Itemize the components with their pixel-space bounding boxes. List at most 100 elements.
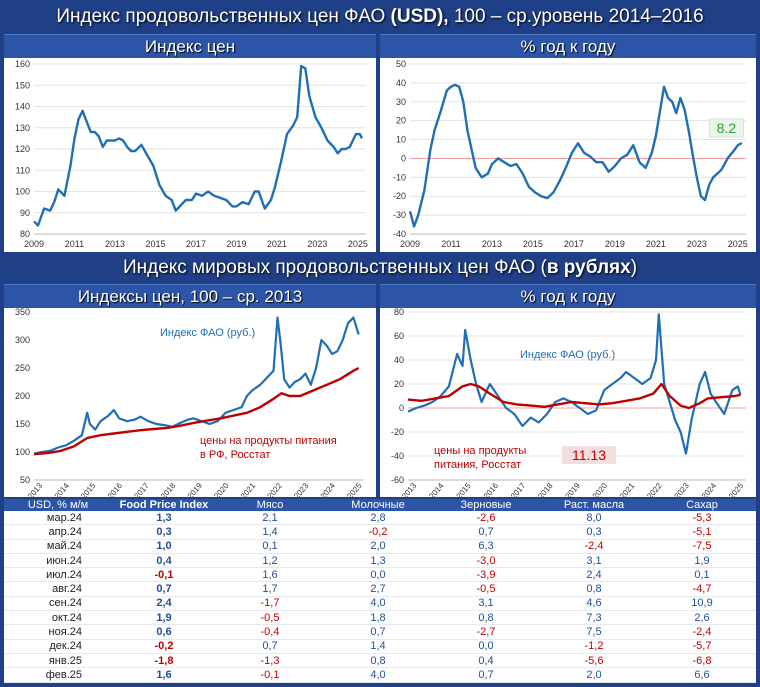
table-cell: 4,6 xyxy=(540,596,648,612)
column-header: Зерновые xyxy=(432,499,540,511)
x-tick-label: 2024 xyxy=(700,481,719,497)
table-cell: 0,7 xyxy=(112,581,216,597)
x-tick-label: 2021 xyxy=(267,239,287,249)
table-row: июн.24 0,4 1,2 1,3 -3,0 3,1 1,9 xyxy=(4,553,756,569)
x-tick-label: 2017 xyxy=(564,239,584,249)
y-tick-label: 20 xyxy=(394,379,404,389)
chart3-title: Индексы цен, 100 – ср. 2013 xyxy=(4,284,376,310)
table-cell: 4,0 xyxy=(324,596,432,612)
table-cell: -4,7 xyxy=(648,581,756,597)
table-cell: 0,6 xyxy=(112,624,216,640)
y-tick-label: 20 xyxy=(396,116,406,126)
table-row: ноя.24 0,6 -0,4 0,7 -2,7 7,5 -2,4 xyxy=(4,624,756,640)
column-header: Food Price Index xyxy=(112,499,216,511)
x-tick-label: 2013 xyxy=(105,239,125,249)
y-tick-label: 250 xyxy=(15,363,30,373)
section2-title-bold: в рублях xyxy=(546,257,631,278)
table-cell: 0,0 xyxy=(324,567,432,583)
row-month-label: фев.25 xyxy=(4,667,112,683)
series-line-main xyxy=(33,64,364,227)
series-label: Индекс ФАО (руб.) xyxy=(520,349,615,361)
series-label: цены на продукты питания в РФ, Росстат xyxy=(200,435,337,461)
x-tick-label: 2022 xyxy=(645,481,664,497)
row-month-label: июл.24 xyxy=(4,567,112,583)
x-tick-label: 2018 xyxy=(536,481,555,497)
row-month-label: авг.24 xyxy=(4,581,112,597)
table-row: янв.25 -1,8 -1,3 0,8 0,4 -5,6 -6,8 xyxy=(4,653,756,669)
chart-usd-index: 80 90 100 110 120 130 140 150 160 2009 2011 2013 201… xyxy=(15,59,368,249)
y-tick-label: 50 xyxy=(396,59,406,69)
main-title-prefix: Индекс продовольственных цен ФАО xyxy=(56,6,391,27)
x-tick-label: 2025 xyxy=(345,481,364,497)
y-tick-label: 30 xyxy=(396,97,406,107)
table-row: апр.24 0,3 1,4 -0,2 0,7 0,3 -5,1 xyxy=(4,524,756,540)
table-row: сен.24 2,4 -1,7 4,0 3,1 4,6 10,9 xyxy=(4,596,756,612)
y-tick-label: 150 xyxy=(15,419,30,429)
table-cell: 7,5 xyxy=(540,624,648,640)
x-tick-label: 2013 xyxy=(482,239,502,249)
table-cell: 3,1 xyxy=(432,596,540,612)
table-cell: 0,8 xyxy=(432,610,540,626)
x-tick-label: 2021 xyxy=(618,481,637,497)
series-line-цены xyxy=(407,382,741,410)
table-cell: -0,2 xyxy=(324,524,432,540)
table-cell: -5,6 xyxy=(540,653,648,669)
x-tick-label: 2017 xyxy=(132,481,151,497)
table-cell: 2,0 xyxy=(324,539,432,554)
chart-usd-index-panel: 80 90 100 110 120 130 140 150 160 2009 2011 2013 201… xyxy=(4,58,376,252)
y-tick-label: 40 xyxy=(394,355,404,365)
chart1-title: Индекс цен xyxy=(4,34,376,60)
table-cell: -1,7 xyxy=(216,596,324,612)
y-tick-label: 40 xyxy=(396,78,406,88)
x-tick-label: 2015 xyxy=(145,239,165,249)
table-cell: -6,8 xyxy=(648,653,756,669)
row-month-label: окт.24 xyxy=(4,610,112,626)
table-cell: 1,3 xyxy=(324,553,432,569)
y-tick-label: 130 xyxy=(15,123,30,133)
chart2-title: % год к году xyxy=(380,34,756,60)
section2-title: Индекс мировых продовольственных цен ФАО… xyxy=(0,254,760,282)
y-tick-label: 140 xyxy=(15,102,30,112)
table-cell: -2,7 xyxy=(432,624,540,640)
column-header: Раст. масла xyxy=(540,499,648,511)
table-cell: -0,2 xyxy=(112,639,216,654)
y-tick-label: 150 xyxy=(15,80,30,90)
row-month-label: ноя.24 xyxy=(4,624,112,640)
section2-title-suffix: ) xyxy=(630,257,638,278)
table-cell: 0,7 xyxy=(216,639,324,654)
row-month-label: янв.25 xyxy=(4,653,112,669)
x-tick-label: 2021 xyxy=(239,481,258,497)
data-table: USD, % м/м Food Price Index Мясо Молочные Зе… xyxy=(4,499,756,683)
x-tick-label: 2014 xyxy=(53,481,72,497)
row-month-label: мар.24 xyxy=(4,511,112,526)
table-cell: 3,1 xyxy=(540,553,648,569)
column-header: Сахар xyxy=(648,499,756,511)
table-cell: 1,8 xyxy=(324,610,432,626)
x-tick-label: 2019 xyxy=(564,481,583,497)
y-tick-label: 120 xyxy=(15,144,30,154)
y-tick-label: 350 xyxy=(15,308,30,317)
table-cell: 2,4 xyxy=(540,567,648,583)
row-month-label: апр.24 xyxy=(4,524,112,540)
column-header: Мясо xyxy=(216,499,324,511)
table-row: июл.24 -0,1 1,6 0,0 -3,9 2,4 0,1 xyxy=(4,567,756,583)
table-cell: 0,1 xyxy=(216,539,324,554)
table-cell: -2,6 xyxy=(432,511,540,526)
y-tick-label: 0 xyxy=(399,403,404,413)
table-cell: 8,0 xyxy=(540,511,648,526)
series-label: Индекс ФАО (руб.) xyxy=(160,327,255,339)
table-row: май.24 1,0 0,1 2,0 6,3 -2,4 -7,5 xyxy=(4,539,756,554)
table-cell: 1,2 xyxy=(216,553,324,569)
table-cell: -1,3 xyxy=(216,653,324,669)
chart-usd-yoy: -40 -30 -20 -10 0 10 20 30 40 50 2009 2011 2013 2015 2… xyxy=(393,59,748,249)
main-title-bold: (USD), xyxy=(390,6,449,27)
table-cell: -7,5 xyxy=(648,539,756,554)
row-month-label: май.24 xyxy=(4,539,112,554)
x-tick-label: 2025 xyxy=(348,239,368,249)
table-cell: 0,0 xyxy=(432,639,540,654)
table-cell: -0,1 xyxy=(216,667,324,683)
table-cell: 2,8 xyxy=(324,511,432,526)
x-tick-label: 2015 xyxy=(454,481,473,497)
y-tick-label: 300 xyxy=(15,335,30,345)
x-tick-label: 2016 xyxy=(482,481,501,497)
